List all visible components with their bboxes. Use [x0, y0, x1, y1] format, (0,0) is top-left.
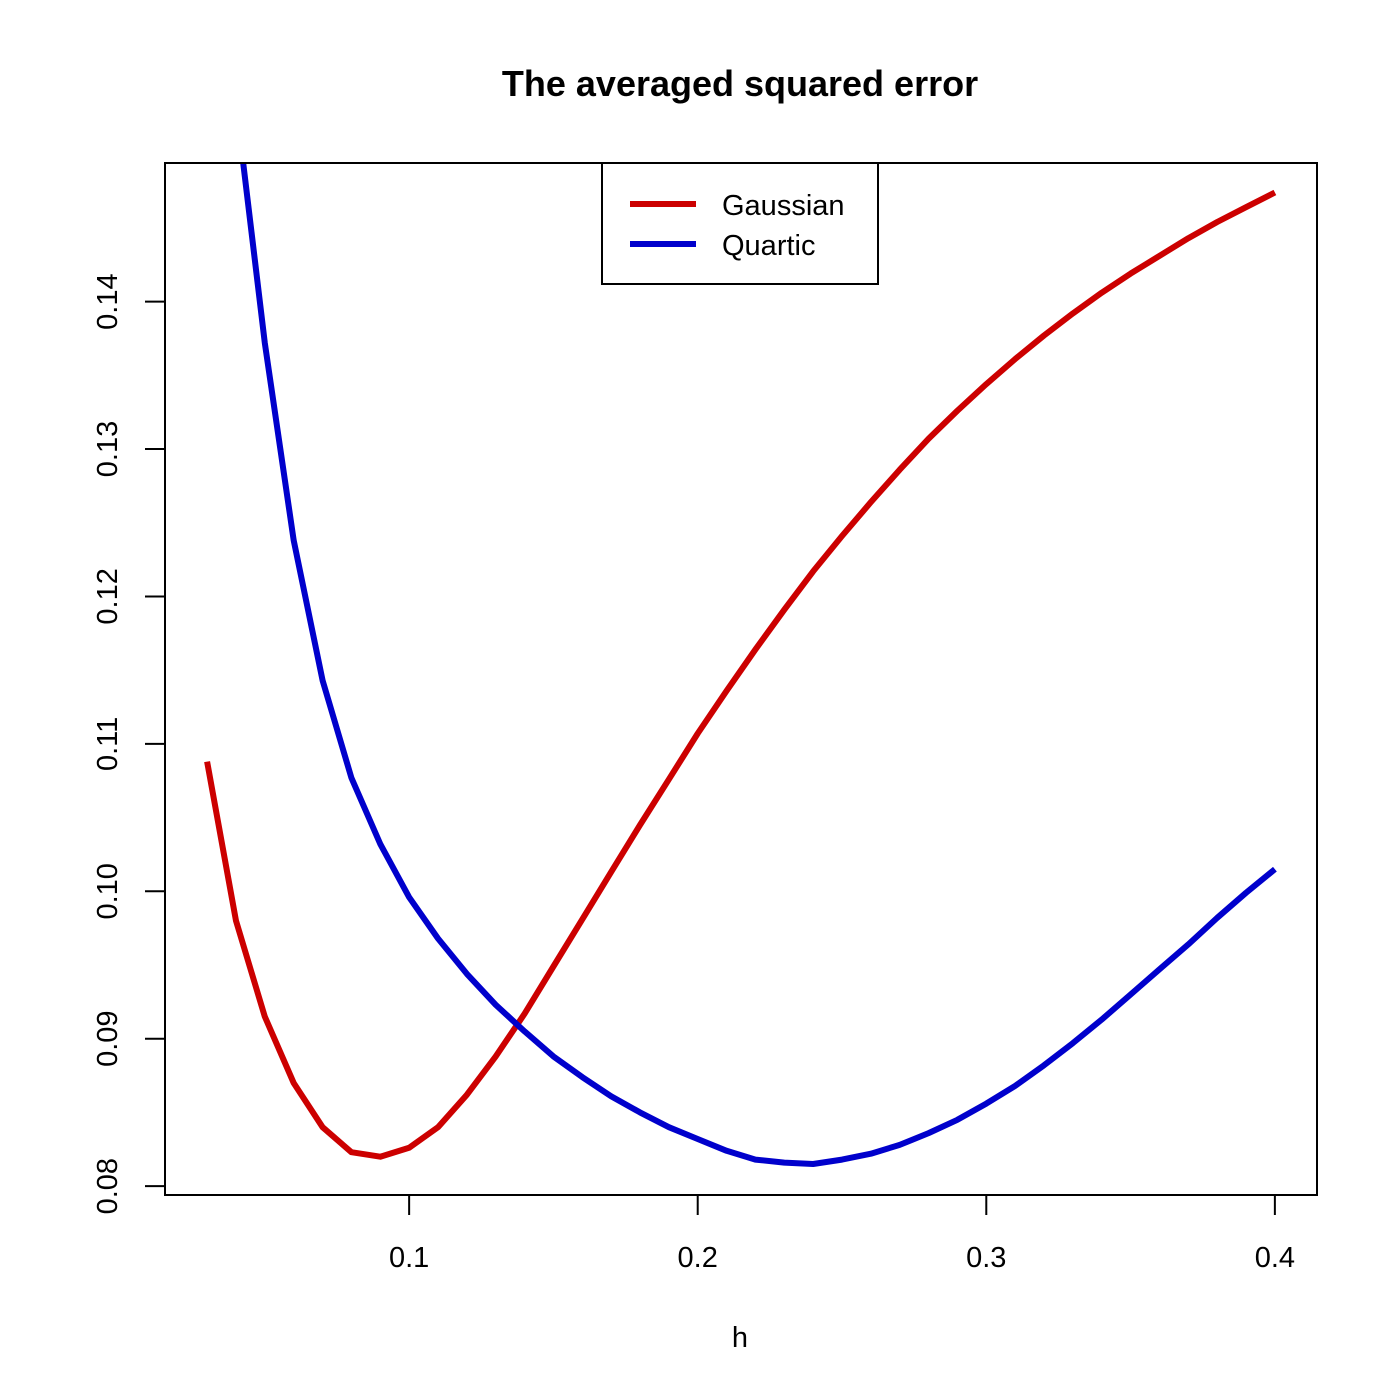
series-line-gaussian	[204, 189, 1277, 1160]
y-tick-label: 0.13	[92, 421, 124, 477]
y-tick-label: 0.14	[92, 273, 124, 329]
y-tick-label: 0.09	[92, 1010, 124, 1066]
legend: Gaussian Quartic	[601, 162, 879, 285]
y-tick-label: 0.08	[92, 1158, 124, 1214]
legend-label-gaussian: Gaussian	[722, 190, 845, 222]
plot-frame	[164, 162, 1318, 1196]
legend-box	[601, 162, 879, 285]
x-tick-label: 0.1	[389, 1242, 429, 1274]
y-tick-label: 0.12	[92, 568, 124, 624]
y-tick-label: 0.10	[92, 863, 124, 919]
y-tick-label: 0.11	[92, 717, 124, 771]
legend-label-quartic: Quartic	[722, 230, 815, 262]
chart-title: The averaged squared error	[502, 63, 978, 104]
plot-series	[204, 163, 1277, 1167]
series-line-quartic	[240, 163, 1277, 1167]
x-axis: 0.1 0.2 0.3 0.4	[389, 1194, 1295, 1274]
y-axis: 0.08 0.09 0.10 0.11 0.12 0.13 0.14	[92, 273, 166, 1214]
x-tick-label: 0.4	[1255, 1242, 1295, 1274]
x-tick-label: 0.2	[678, 1242, 718, 1274]
x-tick-label: 0.3	[966, 1242, 1006, 1274]
x-axis-label: h	[732, 1322, 748, 1354]
